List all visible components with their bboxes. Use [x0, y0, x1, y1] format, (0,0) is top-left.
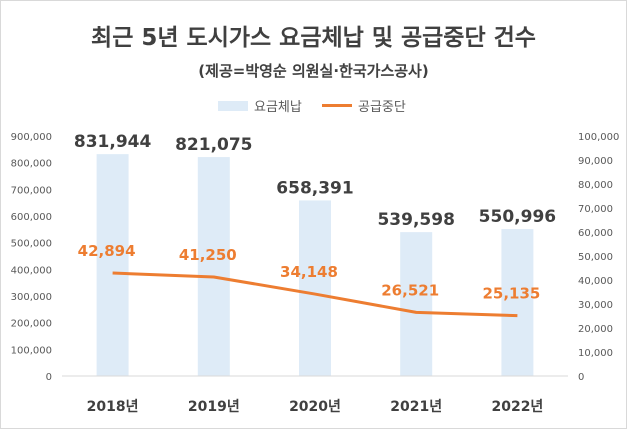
y-right-tick-label: 40,000 [578, 276, 613, 287]
legend-bar-swatch [218, 100, 248, 111]
y-left-tick-label: 400,000 [11, 265, 52, 276]
y-right-tick-label: 90,000 [578, 156, 613, 167]
bar-data-label: 539,598 [377, 210, 454, 230]
y-right-tick-label: 20,000 [578, 324, 613, 335]
line-series [112, 271, 518, 318]
legend-label-line: 공급중단 [358, 100, 406, 115]
y-left-tick-label: 600,000 [11, 212, 52, 223]
y-left-tick-label: 700,000 [11, 185, 52, 196]
legend-label-bar: 요금체납 [254, 100, 302, 115]
legend-line-swatch [322, 104, 352, 107]
bar-data-label: 550,996 [479, 207, 556, 227]
y-right-tick-label: 0 [578, 372, 584, 383]
chart-subtitle: (제공=박영순 의원실·한국가스공사) [198, 62, 429, 80]
y-left-tick-label: 200,000 [11, 319, 52, 330]
line-data-label: 26,521 [381, 281, 439, 299]
line-data-label: 34,148 [280, 263, 338, 281]
bar [400, 232, 433, 376]
y-right-tick-label: 70,000 [578, 204, 613, 215]
bar [299, 200, 331, 376]
line-data-label: 41,250 [179, 246, 237, 264]
line-data-label: 25,135 [482, 285, 540, 303]
legend: 요금체납 공급중단 [0, 96, 627, 115]
bar [501, 229, 534, 376]
bar [96, 154, 129, 376]
y-right-tick-label: 10,000 [578, 348, 613, 359]
bar-data-label: 658,391 [276, 178, 353, 198]
y-right-tick-label: 100,000 [578, 132, 619, 143]
line-data-label: 42,894 [78, 242, 136, 260]
chart-title: 최근 5년 도시가스 요금체납 및 공급중단 건수 [91, 25, 536, 51]
bar [197, 157, 230, 376]
y-right-tick-label: 50,000 [578, 252, 613, 263]
y-right-tick-label: 30,000 [578, 300, 613, 311]
x-tick-label: 2018년 [87, 399, 139, 415]
bar-data-label: 821,075 [175, 135, 252, 155]
y-left-tick-label: 900,000 [11, 132, 52, 143]
legend-item-line: 공급중단 [322, 96, 406, 115]
y-right-tick-label: 80,000 [578, 180, 613, 191]
y-left-tick-label: 0 [46, 372, 52, 383]
y-left-tick-label: 500,000 [11, 239, 52, 250]
x-tick-label: 2019년 [188, 399, 240, 415]
y-left-tick-label: 300,000 [11, 292, 52, 303]
x-tick-label: 2020년 [289, 399, 341, 415]
y-left-tick-label: 800,000 [11, 159, 52, 170]
x-tick-label: 2021년 [390, 399, 442, 415]
y-right-tick-label: 60,000 [578, 228, 613, 239]
x-tick-label: 2022년 [491, 399, 543, 415]
bar-data-label: 831,944 [74, 132, 152, 152]
legend-item-bar: 요금체납 [218, 96, 302, 115]
y-left-tick-label: 100,000 [11, 345, 52, 356]
